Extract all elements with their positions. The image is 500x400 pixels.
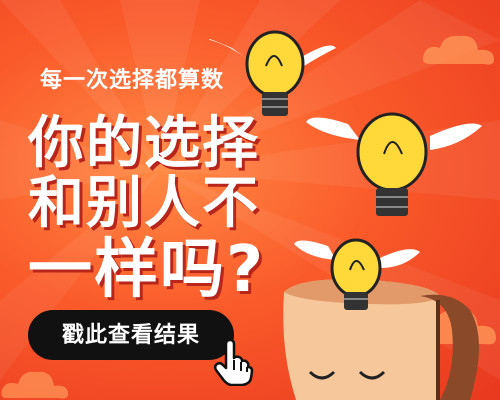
lightbulb-with-wings-icon bbox=[208, 30, 336, 116]
pointing-hand-cursor-icon bbox=[214, 340, 254, 386]
subtitle: 每一次选择都算数 bbox=[40, 68, 225, 93]
lightbulb-with-wings-icon bbox=[306, 112, 482, 216]
headline-line-3: 一样吗? bbox=[28, 233, 266, 307]
cloud-icon bbox=[422, 35, 494, 65]
view-result-button[interactable]: 戳此查看结果 bbox=[28, 310, 234, 360]
cloud-icon bbox=[1, 371, 68, 399]
headline-line-1: 你的选择 bbox=[28, 111, 260, 176]
lightbulb-with-wings-icon bbox=[294, 238, 420, 310]
headline-line-2: 和别人不 bbox=[28, 171, 260, 236]
